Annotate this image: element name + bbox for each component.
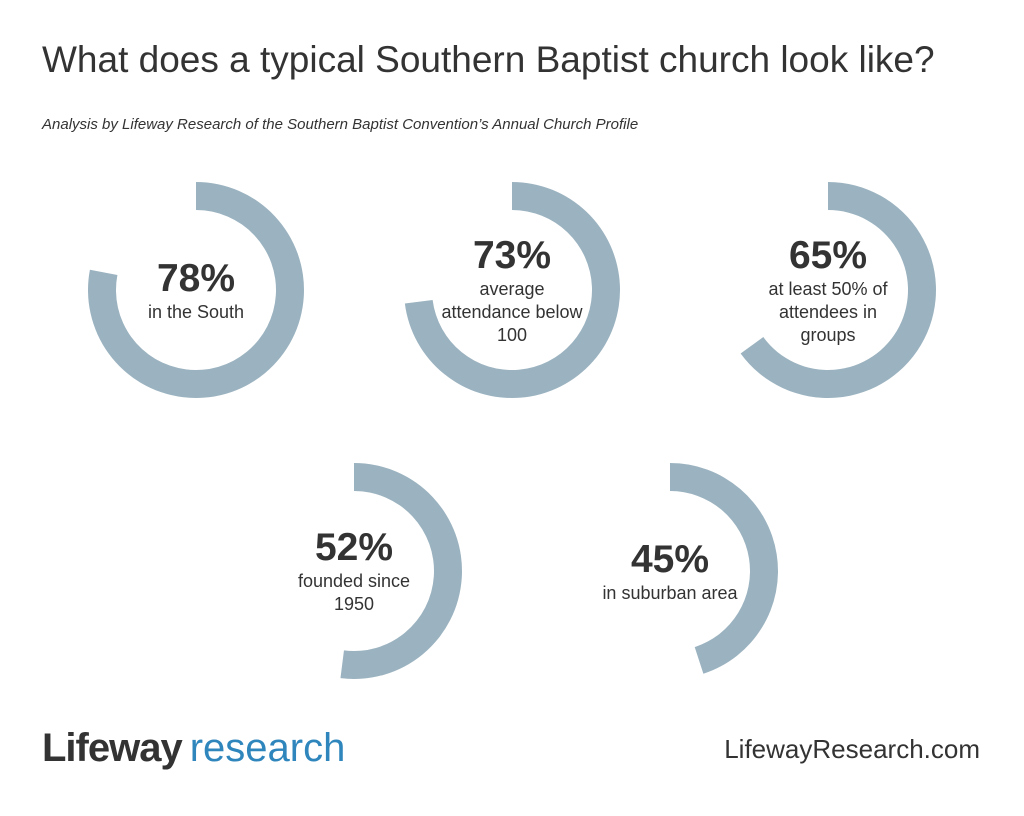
page-subtitle: Analysis by Lifeway Research of the Sout… [42,116,639,133]
page-title: What does a typical Southern Baptist chu… [42,39,935,80]
donut-chart-1: 78% in the South [88,182,304,398]
donut-description-2: average attendance below 100 [441,278,583,345]
donut-description-4: founded since 1950 [297,571,411,614]
website-url: LifewayResearch.com [724,734,980,764]
donut-description-3: at least 50% of attendees in groups [768,278,888,345]
logo-brand-text: Lifeway [42,726,183,770]
donut-percent-5: 45% [630,537,710,581]
donut-chart-4: 52% founded since 1950 [246,463,462,679]
donut-ring-4 [340,463,462,679]
donut-chart-2: 73% average attendance below 100 [404,182,620,398]
donut-label-3: 65% at least 50% of attendees in groups [748,210,908,370]
donut-ring-5 [670,463,778,674]
logo-sub-text: research [189,726,346,770]
donut-label-4: 52% founded since 1950 [274,491,434,651]
donut-label-1: 78% in the South [116,210,276,370]
lifeway-research-logo: Lifeway research [42,722,345,778]
donut-arc-4 [340,463,462,679]
donut-arc-3 [740,182,936,398]
donut-percent-3: 65% [788,233,868,277]
donut-description-5: in suburban area [602,582,738,603]
donut-chart-5: 45% in suburban area [562,463,778,679]
donut-label-2: 73% average attendance below 100 [432,210,592,370]
donut-percent-2: 73% [472,233,552,277]
donut-description-1: in the South [147,301,245,322]
donut-arc-5 [670,463,778,674]
donut-chart-3: 65% at least 50% of attendees in groups [720,182,936,398]
donut-ring-3 [740,182,936,398]
donut-label-5: 45% in suburban area [590,491,750,651]
donut-percent-1: 78% [156,256,236,300]
donut-percent-4: 52% [314,526,394,569]
